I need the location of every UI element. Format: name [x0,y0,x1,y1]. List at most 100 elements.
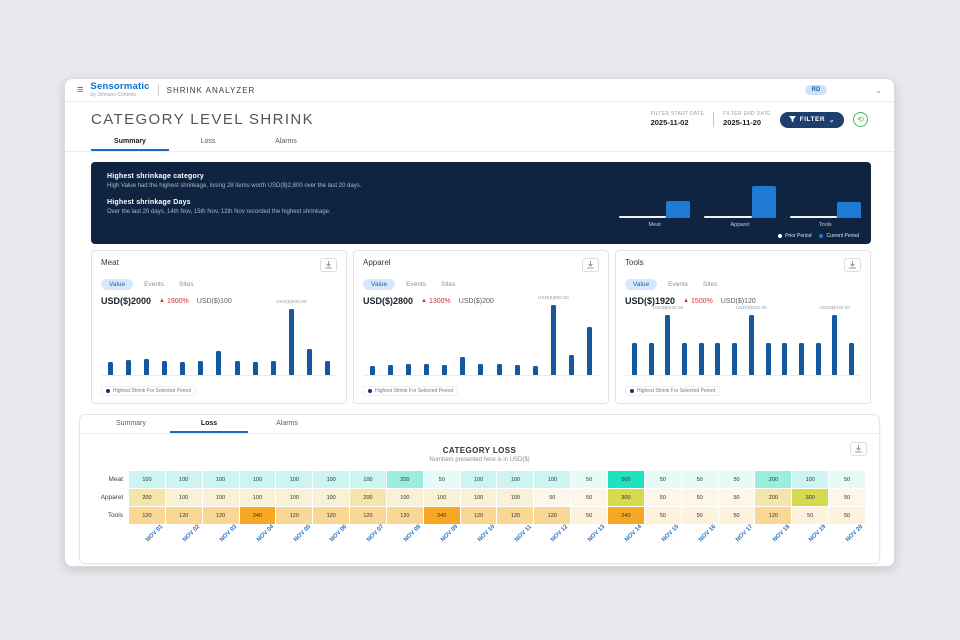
chart-legend: Highest Shrink For Selected Period [625,380,861,398]
chart-legend: Highest Shrink For Selected Period [363,380,599,398]
download-button[interactable] [582,258,599,272]
bar-slot [460,357,465,375]
bar-slot [162,361,167,375]
funnel-icon [789,116,796,123]
date-label-cell: NOV 17 [719,525,755,555]
download-button[interactable] [844,258,861,272]
tab-value[interactable]: Value [363,279,395,290]
bar-slot [515,365,520,375]
prior-period-line [704,216,751,218]
tab-value[interactable]: Value [101,279,133,290]
heatmap-cell: 50 [645,471,681,488]
user-badge[interactable]: RD [805,85,828,95]
bar-slot [766,343,771,375]
legend-dot [778,234,782,238]
highlight-category: Highest shrinkage category High Value ha… [107,173,603,190]
date-label: NOV 18 [772,524,791,543]
heatmap-cell: 100 [313,471,349,488]
top-tabs: Summary Loss Alarms [65,133,894,152]
bar [749,315,754,375]
tab-events[interactable]: Events [664,279,692,290]
date-label: NOV 09 [440,524,459,543]
page-title: CATEGORY LEVEL SHRINK [91,111,314,128]
banner-bar-group: Tools [790,176,861,228]
reset-filter-button[interactable]: ⟲ [853,112,868,127]
date-label: NOV 03 [219,524,238,543]
filter-button[interactable]: FILTER ⌄ [780,112,844,128]
heatmap-cell: 50 [792,507,828,524]
tab-events[interactable]: Events [140,279,168,290]
banner-text: Highest shrinkage category High Value ha… [91,162,619,244]
banner-bar-group: Meat [619,176,690,228]
download-icon [325,261,332,269]
bar-slot [406,364,411,375]
date-label-cell: NOV 05 [276,525,312,555]
date-label-cell: NOV 02 [166,525,202,555]
bar-slot [816,343,821,375]
banner-category-label: Tools [790,222,861,228]
highlight-title: Highest shrinkage category [107,173,603,180]
download-button[interactable] [850,442,867,456]
tab-sites[interactable]: Sites [437,279,459,290]
page-header: CATEGORY LEVEL SHRINK Filter Start Date … [65,102,894,133]
banner-bar-plot [790,176,861,218]
legend-dot [819,234,823,238]
date-label: NOV 19 [808,524,827,543]
heatmap-cell: 50 [719,507,755,524]
tab-loss[interactable]: Loss [169,133,247,151]
bar [442,365,447,375]
date-label-cell: NOV 04 [240,525,276,555]
highlight-days: Highest shrinkage Days Over the last 20 … [107,199,603,216]
bar-slot: USD($)800.00 [551,305,556,375]
bar [799,343,804,375]
tab-sites[interactable]: Sites [699,279,721,290]
bar [370,366,375,375]
date-label-cell: NOV 18 [755,525,791,555]
prior-value: USD($)200 [459,298,494,305]
chevron-down-icon[interactable]: ⌄ [875,86,882,95]
banner-bar-groups: MeatApparelTools [619,176,861,228]
bar-chart: USD($)500.00 [101,309,337,376]
tab-summary[interactable]: Summary [91,133,169,151]
bar-slot [569,355,574,375]
tab-loss[interactable]: Loss [170,415,248,433]
heatmap-cell: 240 [608,507,644,524]
bar-chart: USD($)800.00 [363,309,599,376]
date-label: NOV 14 [624,524,643,543]
menu-icon[interactable]: ≡ [77,85,83,96]
tab-value[interactable]: Value [625,279,657,290]
date-label: NOV 13 [587,524,606,543]
bar [198,361,203,375]
heatmap-cell: 120 [350,507,386,524]
heatmap-cell: 50 [829,489,865,506]
bar-slot [180,362,185,375]
tab-alarms[interactable]: Alarms [248,415,326,433]
tab-sites[interactable]: Sites [175,279,197,290]
heatmap-cell: 100 [166,471,202,488]
prior-value: USD($)120 [721,298,756,305]
date-label: NOV 20 [845,524,864,543]
heatmap-cell: 50 [645,489,681,506]
tab-alarms[interactable]: Alarms [247,133,325,151]
change-percent: ▲1300% [421,298,451,305]
heatmap-cell: 50 [682,471,718,488]
heatmap-row-label: Tools [94,507,128,524]
heatmap-cell: 200 [755,489,791,506]
bar-slot [715,343,720,375]
bar [144,359,149,375]
current-period-bar [752,186,776,218]
tab-events[interactable]: Events [402,279,430,290]
change-percent: ▲1500% [683,298,713,305]
bar [816,343,821,375]
bar [587,327,592,375]
highlight-title: Highest shrinkage Days [107,199,603,206]
download-icon [849,261,856,269]
bar-slot [271,361,276,375]
heatmap-cell: 100 [424,489,460,506]
filter-bar: Filter Start Date 2025-11-02 Filter End … [651,111,868,127]
heatmap-cell: 50 [645,507,681,524]
tab-summary[interactable]: Summary [92,415,170,433]
heatmap-cell: 50 [571,489,607,506]
download-button[interactable] [320,258,337,272]
heatmap-row-label: Apparel [94,489,128,506]
